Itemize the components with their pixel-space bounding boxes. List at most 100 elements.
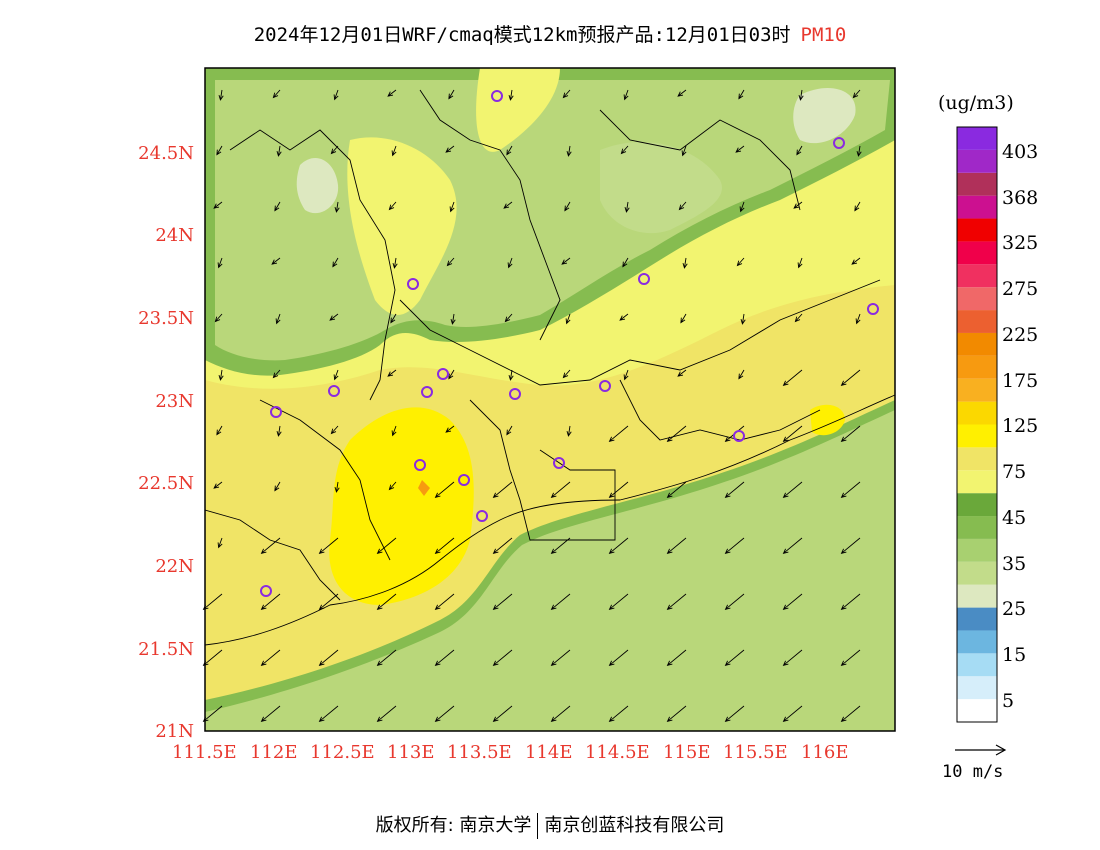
wind-arrow bbox=[387, 89, 397, 97]
wind-arrow bbox=[445, 145, 455, 153]
wind-arrow bbox=[434, 593, 455, 610]
wind-arrow bbox=[840, 369, 861, 386]
footer: 版权所有: 南京大学 南京创蓝科技有限公司 bbox=[0, 811, 1100, 839]
colorbar-swatch bbox=[957, 561, 997, 585]
station-marker bbox=[421, 386, 433, 398]
wind-arrow bbox=[677, 89, 687, 97]
wind-arrow bbox=[217, 537, 223, 549]
wind-arrow bbox=[550, 537, 571, 554]
wind-arrow bbox=[680, 313, 687, 324]
wind-arrow bbox=[608, 537, 629, 554]
peak-spot bbox=[418, 480, 430, 496]
lat-label-24: 24N bbox=[155, 225, 194, 246]
station-marker bbox=[509, 388, 521, 400]
colorbar-swatch bbox=[957, 332, 997, 356]
wind-arrow bbox=[318, 649, 339, 666]
wind-arrow bbox=[682, 257, 688, 269]
station-marker bbox=[638, 273, 650, 285]
wind-arrow bbox=[272, 369, 281, 379]
wind-arrow bbox=[506, 425, 513, 436]
station-marker bbox=[407, 278, 419, 290]
wind-arrow bbox=[666, 649, 687, 666]
wind-arrow bbox=[851, 257, 861, 265]
wind-arrow bbox=[390, 313, 397, 324]
wind-scale-arrow bbox=[955, 744, 1007, 756]
station-marker bbox=[599, 380, 611, 392]
colorbar-label: 403 bbox=[1002, 141, 1039, 163]
wind-arrow bbox=[318, 593, 339, 610]
wind-arrow bbox=[840, 481, 861, 498]
pale-patch-1 bbox=[296, 157, 339, 214]
station-marker bbox=[491, 90, 503, 102]
lon-label-112: 112E bbox=[250, 742, 298, 763]
wind-arrow bbox=[550, 481, 571, 498]
wind-arrow bbox=[738, 89, 745, 100]
wind-arrow bbox=[276, 425, 282, 437]
wind-arrow bbox=[623, 89, 629, 101]
wind-arrow bbox=[218, 369, 224, 381]
wind-arrow bbox=[619, 313, 629, 321]
valley-yellow-2 bbox=[476, 68, 560, 152]
wind-arrow bbox=[434, 649, 455, 666]
colorbar-swatch bbox=[957, 401, 997, 425]
wind-arrow bbox=[271, 257, 281, 265]
wind-arrow bbox=[388, 201, 397, 211]
colorbar-frame bbox=[956, 126, 998, 723]
wind-arrow bbox=[492, 481, 513, 498]
lat-label-22: 22N bbox=[155, 556, 194, 577]
wind-arrow bbox=[506, 145, 513, 156]
title-variable: PM10 bbox=[800, 24, 847, 46]
colorbar-swatch bbox=[957, 218, 997, 242]
province-boundaries bbox=[205, 89, 881, 601]
lat-label-21-5: 21.5N bbox=[138, 639, 194, 660]
lon-label-115-5: 115.5E bbox=[723, 742, 788, 763]
wind-arrow bbox=[434, 481, 455, 498]
wind-arrow bbox=[735, 145, 745, 153]
wind-arrow bbox=[840, 705, 861, 722]
station-marker bbox=[414, 459, 426, 471]
wind-arrow bbox=[260, 705, 281, 722]
colorbar-swatch bbox=[957, 355, 997, 379]
wind-arrow bbox=[450, 313, 456, 325]
colorbar-label: 225 bbox=[1002, 324, 1039, 346]
wind-arrow bbox=[738, 369, 745, 380]
valley-yellow-3 bbox=[600, 141, 722, 234]
colorbar-swatch bbox=[957, 127, 997, 150]
title-main: 2024年12月01日WRF/cmaq模式12km预报产品:12月01日03时 bbox=[253, 24, 791, 46]
wind-arrow bbox=[566, 425, 572, 437]
map-frame bbox=[204, 67, 896, 732]
wind-arrow bbox=[620, 145, 629, 155]
colorbar-label: 15 bbox=[1002, 644, 1027, 666]
wind-scale-label: 10 m/s bbox=[942, 762, 1004, 782]
colorbar-label: 75 bbox=[1002, 461, 1027, 483]
wind-arrow bbox=[793, 201, 803, 209]
wind-arrow bbox=[840, 649, 861, 666]
wind-arrow bbox=[503, 201, 513, 209]
wind-arrow bbox=[624, 201, 630, 213]
wind-arrow bbox=[724, 649, 745, 666]
wind-arrow bbox=[333, 89, 339, 101]
wind-arrow bbox=[434, 705, 455, 722]
colorbar-label: 45 bbox=[1002, 507, 1027, 529]
wind-arrow bbox=[391, 425, 397, 437]
wind-arrow bbox=[448, 89, 455, 100]
lon-label-114-5: 114.5E bbox=[585, 742, 650, 763]
wind-arrow bbox=[623, 369, 629, 381]
colorbar-swatch bbox=[957, 493, 997, 517]
wind-arrow bbox=[334, 201, 340, 213]
wind-arrow bbox=[840, 425, 861, 442]
lon-label-115: 115E bbox=[663, 742, 711, 763]
wind-arrow bbox=[562, 369, 571, 379]
wind-arrow bbox=[318, 705, 339, 722]
pale-patch-2 bbox=[793, 87, 856, 144]
wind-arrow bbox=[565, 313, 571, 325]
wind-arrow bbox=[492, 649, 513, 666]
wind-arrow bbox=[666, 537, 687, 554]
station-marker bbox=[437, 368, 449, 380]
station-marker bbox=[260, 585, 272, 597]
company-text: 南京创蓝科技有限公司 bbox=[544, 815, 725, 836]
wind-arrow bbox=[677, 369, 687, 377]
wind-arrow bbox=[213, 201, 223, 209]
wind-arrow bbox=[724, 537, 745, 554]
